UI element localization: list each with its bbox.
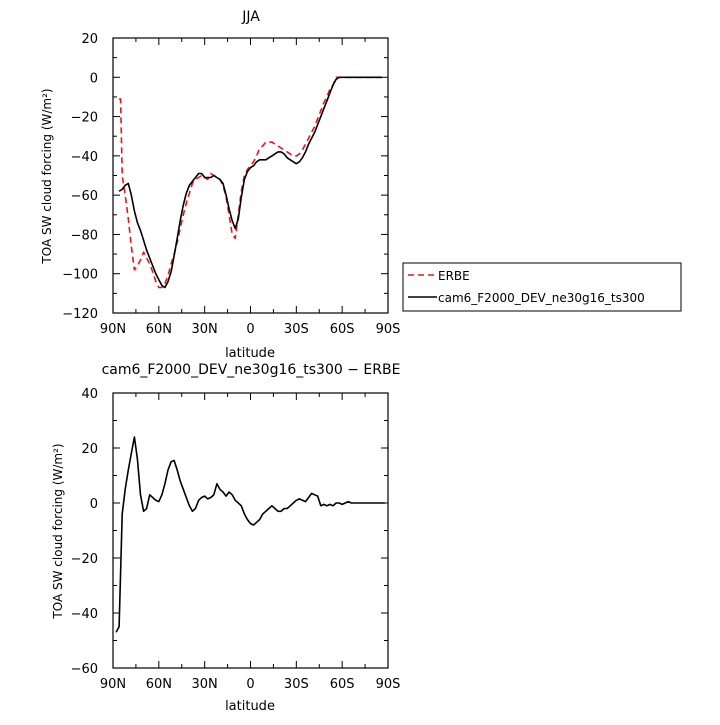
legend: ERBE cam6_F2000_DEV_ne30g16_ts300 xyxy=(402,262,682,312)
top-chart-series-line-erbe xyxy=(119,76,382,289)
top-chart-x-tick-label: 60N xyxy=(146,322,172,337)
top-chart-panel: JJA latitude TOA SW cloud forcing (W/m²)… xyxy=(40,9,400,361)
bottom-chart-x-tick-label: 90N xyxy=(100,677,126,692)
top-chart-y-tick-label: −80 xyxy=(71,228,98,243)
legend-label-cam6: cam6_F2000_DEV_ne30g16_ts300 xyxy=(438,291,645,305)
top-chart-y-tick-label: 20 xyxy=(81,32,98,47)
top-chart-y-tick-label: −60 xyxy=(71,189,98,204)
bottom-chart-series-lines xyxy=(115,436,385,633)
top-chart-title: JJA xyxy=(241,9,260,25)
bottom-chart-x-tick-label: 30S xyxy=(284,677,309,692)
bottom-chart-x-tick-label: 90S xyxy=(376,677,401,692)
bottom-chart-axes: 90N 60N 30N 0 30S 60S 90S −60 −40 −20 0 20 40 xyxy=(71,387,401,692)
top-chart-y-axis-label: TOA SW cloud forcing (W/m²) xyxy=(40,88,54,264)
bottom-chart-y-tick-label: −20 xyxy=(71,552,98,567)
top-chart-y-tick-label: −20 xyxy=(71,111,98,126)
top-chart-y-tick-label: −120 xyxy=(62,307,98,322)
bottom-chart-plot-frame xyxy=(112,392,389,669)
bottom-chart-x-axis-label: latitude xyxy=(225,699,275,714)
bottom-chart-panel: cam6_F2000_DEV_ne30g16_ts300 − ERBE lati… xyxy=(51,362,400,714)
top-chart-series-line-cam6-f2000-dev-ne30g16-ts300 xyxy=(118,76,382,289)
bottom-chart-x-tick-label: 30N xyxy=(192,677,218,692)
top-chart-x-tick-label: 90N xyxy=(100,322,126,337)
top-chart-x-tick-label: 0 xyxy=(246,322,254,337)
bottom-chart-y-tick-label: −60 xyxy=(71,662,98,677)
bottom-chart-x-tick-label: 60S xyxy=(330,677,355,692)
top-chart-x-tick-label: 30S xyxy=(284,322,309,337)
top-chart-plot-frame xyxy=(112,37,389,314)
top-chart-y-tick-label: 0 xyxy=(90,71,98,86)
bottom-chart-y-tick-label: 20 xyxy=(81,442,98,457)
bottom-chart-x-tick-label: 0 xyxy=(246,677,254,692)
legend-box xyxy=(402,262,682,312)
top-chart-y-tick-label: −40 xyxy=(71,150,98,165)
legend-label-erbe: ERBE xyxy=(438,269,470,283)
top-chart-x-tick-label: 60S xyxy=(330,322,355,337)
bottom-chart-title: cam6_F2000_DEV_ne30g16_ts300 − ERBE xyxy=(102,362,401,378)
top-chart-x-axis-label: latitude xyxy=(225,346,275,361)
bottom-chart-series-line-difference xyxy=(115,436,385,633)
bottom-chart-y-tick-label: −40 xyxy=(71,607,98,622)
top-chart-x-tick-label: 90S xyxy=(376,322,401,337)
top-chart-x-tick-label: 30N xyxy=(192,322,218,337)
bottom-chart-x-tick-label: 60N xyxy=(146,677,172,692)
bottom-chart-y-tick-label: 0 xyxy=(90,497,98,512)
bottom-chart-y-axis-label: TOA SW cloud forcing (W/m²) xyxy=(51,443,65,619)
top-chart-y-tick-label: −100 xyxy=(62,268,98,283)
top-chart-series-lines xyxy=(118,76,382,289)
top-chart-axes: 90N 60N 30N 0 30S 60S 90S −120 −100 −80 −60 −40 −20 0… xyxy=(62,32,400,337)
bottom-chart-y-tick-label: 40 xyxy=(81,387,98,402)
